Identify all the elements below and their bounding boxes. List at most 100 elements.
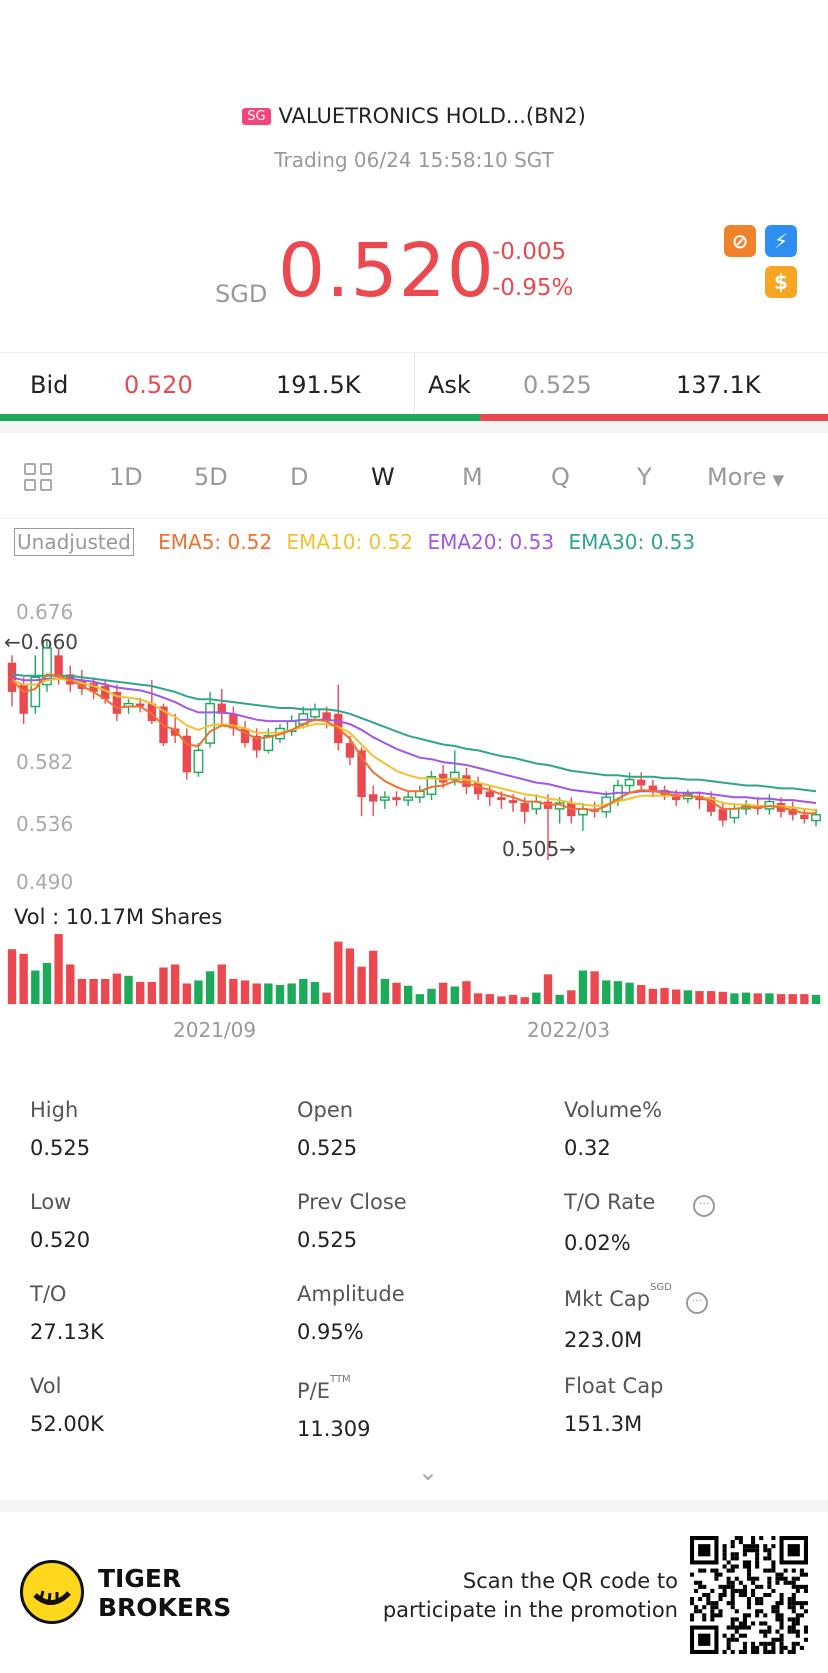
- ttm-superscript: TTM: [330, 1374, 351, 1385]
- bid-ask-divider: [414, 353, 415, 417]
- stock-title: VALUETRONICS HOLD...(BN2): [278, 104, 586, 128]
- volume-bar: [450, 986, 459, 1004]
- candle-body: [7, 662, 17, 692]
- last-price: 0.520: [278, 228, 495, 314]
- volume-bar: [334, 941, 343, 1004]
- tab-m[interactable]: M: [462, 463, 483, 491]
- candle-body: [729, 808, 740, 819]
- tiger-logo-icon: [20, 1560, 84, 1624]
- ask-label: Ask: [428, 371, 471, 399]
- stat-value: 52.00K: [30, 1412, 104, 1436]
- stat-high: High 0.525: [30, 1098, 270, 1160]
- candle-body: [322, 712, 331, 722]
- volume-bar: [19, 953, 28, 1004]
- stat-value: 0.32: [564, 1136, 611, 1160]
- ask-price: 0.525: [523, 371, 592, 399]
- candle-body: [706, 797, 716, 812]
- qr-code[interactable]: [690, 1536, 808, 1654]
- stat-value: 0.525: [30, 1136, 91, 1160]
- candle-body: [89, 683, 98, 692]
- info-more-icon[interactable]: ···: [685, 1292, 708, 1314]
- caret-down-icon: ▼: [772, 471, 785, 489]
- dollar-icon[interactable]: $: [765, 266, 797, 298]
- stat-label: Open: [297, 1098, 354, 1122]
- stat-label: Amplitude: [297, 1282, 405, 1306]
- lightning-icon[interactable]: ⚡: [765, 225, 797, 257]
- candle-body: [135, 703, 145, 707]
- candle-body: [345, 743, 355, 758]
- tab-1d[interactable]: 1D: [109, 463, 143, 491]
- stock-title-row[interactable]: SG VALUETRONICS HOLD...(BN2): [0, 104, 828, 128]
- tab-q[interactable]: Q: [551, 463, 570, 491]
- volume-bar: [392, 982, 401, 1004]
- grid-icon[interactable]: [24, 463, 54, 493]
- y-tick-label: 0.676: [16, 600, 73, 624]
- tab-d[interactable]: D: [290, 463, 309, 491]
- candle-body: [369, 794, 378, 802]
- ask-size: 137.1K: [676, 371, 761, 399]
- tab-more-label: More: [707, 463, 767, 491]
- tab-y[interactable]: Y: [637, 463, 652, 491]
- volume-bar: [77, 978, 87, 1004]
- volume-bar: [89, 978, 98, 1004]
- volume-bar: [788, 994, 797, 1004]
- volume-bar: [380, 978, 390, 1004]
- no-shorting-icon[interactable]: ⊘: [724, 225, 756, 257]
- volume-bar: [252, 983, 261, 1004]
- tab-more[interactable]: More ▼: [707, 463, 784, 491]
- stat-label: P/E: [297, 1379, 331, 1403]
- candle-body: [205, 702, 215, 744]
- volume-bar: [578, 970, 588, 1004]
- bid-label: Bid: [30, 371, 69, 399]
- ema5-line: [11, 673, 816, 815]
- bid-size: 191.5K: [276, 371, 361, 399]
- unadjusted-toggle[interactable]: Unadjusted: [14, 528, 134, 556]
- trading-status: Trading 06/24 15:58:10 SGT: [274, 148, 554, 172]
- volume-bar: [42, 962, 52, 1004]
- price-chart[interactable]: 0.676 0.582 0.536 0.490 ←0.660 0.505→: [0, 590, 828, 900]
- volume-bar: [543, 974, 553, 1004]
- volume-bar: [31, 970, 40, 1004]
- volume-bar: [532, 992, 541, 1004]
- volume-bar: [567, 990, 576, 1004]
- candle-body: [462, 775, 471, 787]
- volume-bar: [147, 981, 157, 1004]
- stat-mkt-cap: Mkt CapSGD ··· 223.0M: [564, 1282, 804, 1352]
- period-tabs: 1D 5D D W M Q Y More ▼: [0, 433, 828, 519]
- volume-bar: [695, 991, 704, 1004]
- currency-label: SGD: [215, 280, 268, 308]
- volume-bar: [625, 982, 634, 1004]
- info-more-icon[interactable]: ···: [693, 1195, 716, 1217]
- volume-bar: [648, 988, 658, 1004]
- volume-label: Vol : 10.17M Shares: [14, 905, 223, 929]
- volume-bar: [240, 980, 250, 1004]
- volume-bar: [275, 984, 285, 1004]
- candle-body: [263, 735, 274, 752]
- candle-body: [77, 680, 87, 689]
- chevron-down-icon[interactable]: ⌄: [418, 1458, 439, 1486]
- volume-bar: [229, 978, 238, 1004]
- promo-footer: TIGER BROKERS Scan the QR code to partic…: [0, 1512, 828, 1673]
- tab-w[interactable]: W: [371, 463, 395, 491]
- volume-chart[interactable]: [0, 930, 828, 1006]
- stat-turnover: T/O 27.13K: [30, 1282, 270, 1344]
- volume-bar: [706, 991, 716, 1004]
- max-price-marker: ←0.660: [4, 630, 78, 654]
- stat-to-rate: T/O Rate ··· 0.02%: [564, 1190, 804, 1255]
- volume-bar: [345, 948, 355, 1004]
- bid-ratio-bar: [0, 414, 481, 421]
- tab-5d[interactable]: 5D: [194, 463, 228, 491]
- ema5-label: EMA5: 0.52: [158, 530, 273, 554]
- volume-bar: [508, 994, 518, 1004]
- candle-body: [485, 791, 494, 798]
- ema30-line: [11, 673, 817, 793]
- volume-bar: [427, 988, 436, 1004]
- stat-volume-pct: Volume% 0.32: [564, 1098, 804, 1160]
- candle-body: [438, 773, 448, 783]
- ema20-line: [11, 676, 817, 804]
- volume-bar: [438, 982, 448, 1004]
- candle-body: [182, 735, 191, 773]
- candle-body: [788, 808, 797, 815]
- candle-body: [497, 797, 506, 801]
- brand-line: BROKERS: [98, 1593, 232, 1622]
